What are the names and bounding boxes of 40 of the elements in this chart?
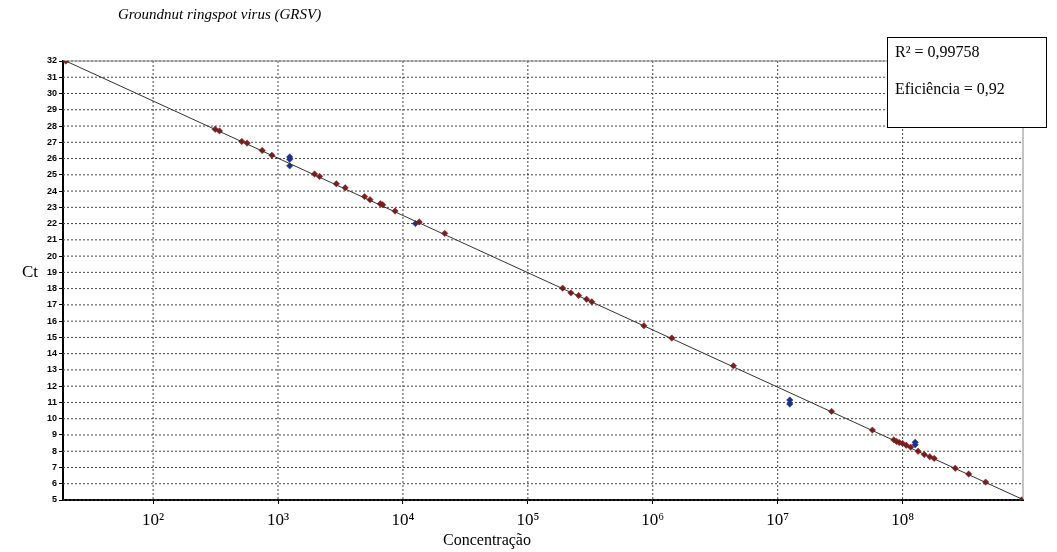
y-tick-label: 9	[51, 429, 57, 440]
x-tick-label: 10⁶	[641, 509, 665, 529]
y-tick-label: 11	[47, 396, 57, 407]
x-tick-label: 10⁸	[891, 509, 915, 529]
chart-title: Groundnut ringspot virus (GRSV)	[118, 6, 322, 23]
x-tick-label: 10³	[266, 509, 290, 529]
y-tick-label: 28	[46, 120, 57, 131]
y-tick-label: 7	[51, 461, 57, 472]
annotation: Eficiência = 0,92	[895, 80, 1006, 98]
y-axis-title: Ct	[22, 262, 39, 282]
x-tick-label: 10²	[142, 509, 165, 529]
y-tick-label: 6	[51, 478, 57, 489]
y-tick-label: 20	[46, 250, 57, 261]
y-tick-label: 13	[46, 364, 57, 375]
y-tick-label: 22	[46, 218, 57, 229]
y-tick-label: 5	[51, 494, 57, 505]
x-tick-label: 10⁴	[391, 509, 415, 529]
y-tick-label: 21	[46, 234, 57, 245]
x-tick-label: 10⁷	[766, 509, 790, 529]
y-tick-label: 23	[46, 201, 57, 212]
y-tick-label: 8	[51, 445, 57, 456]
y-tick-label: 19	[46, 266, 57, 277]
y-tick-label: 24	[46, 185, 57, 196]
y-tick-label: 14	[46, 348, 57, 359]
y-tick-label: 18	[46, 283, 57, 294]
y-tick-label: 31	[46, 71, 57, 82]
y-tick-label: 26	[46, 153, 57, 164]
y-tick-label: 15	[46, 331, 57, 342]
y-tick-label: 30	[46, 88, 57, 98]
y-tick-label: 27	[46, 136, 57, 147]
x-axis-title: Concentração	[443, 531, 531, 549]
y-tick-label: 29	[46, 104, 57, 115]
text: R² = 0,99758	[895, 43, 981, 61]
y-tick-label: 12	[46, 380, 57, 391]
y-tick-label: 16	[46, 315, 57, 326]
y-tick-label: 17	[46, 299, 57, 310]
y-tick-label: 32	[46, 55, 57, 66]
y-tick-label: 25	[46, 169, 57, 180]
y-tick-label: 10	[46, 413, 57, 424]
x-tick-label: 10⁵	[516, 509, 540, 529]
